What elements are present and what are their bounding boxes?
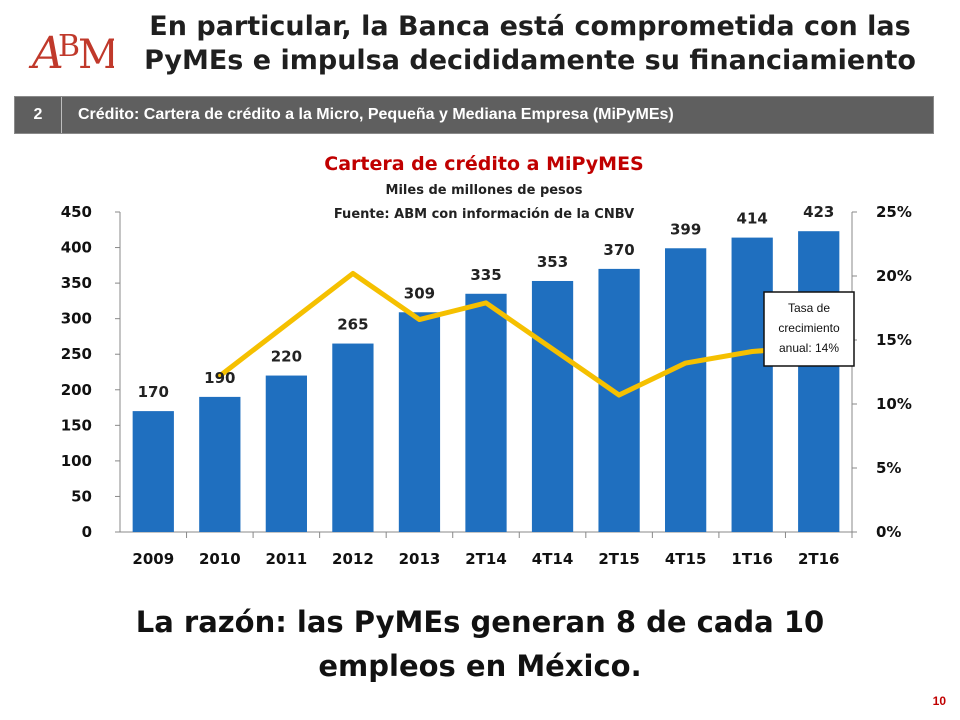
bar	[265, 375, 307, 532]
page-number: 10	[932, 694, 946, 708]
y-left-tick-label: 0	[82, 523, 92, 541]
x-tick-label: 2T16	[798, 550, 840, 568]
bar-value-label: 353	[537, 253, 568, 271]
bar-value-label: 335	[470, 266, 501, 284]
y-right-tick-label: 15%	[876, 331, 912, 349]
credit-portfolio-chart: Cartera de crédito a MiPyMES Miles de mi…	[61, 153, 912, 568]
bar	[531, 280, 574, 532]
growth-rate-line	[217, 270, 822, 398]
annotation-text: crecimiento	[778, 321, 840, 335]
bar-value-label: 370	[603, 241, 634, 259]
chart-subtitle: Miles de millones de pesos	[386, 183, 583, 198]
x-tick-label: 2009	[132, 550, 174, 568]
bar-value-label: 220	[271, 348, 302, 366]
x-tick-label: 2T15	[598, 550, 640, 568]
x-tick-label: 2011	[265, 550, 307, 568]
bar	[665, 248, 707, 532]
y-left-tick-label: 200	[61, 381, 92, 399]
y-left-tick-label: 300	[61, 310, 92, 328]
slide-title: En particular, la Banca está comprometid…	[144, 11, 916, 76]
chart-source: Fuente: ABM con información de la CNBV	[334, 207, 634, 222]
bar	[199, 396, 241, 532]
x-tick-label: 2012	[332, 550, 374, 568]
y-left-tick-label: 350	[61, 274, 92, 292]
logo-letter-a: A	[28, 28, 64, 79]
bar-value-label: 190	[204, 369, 235, 387]
bar	[465, 293, 507, 532]
bar	[398, 312, 441, 532]
y-left-tick-label: 400	[61, 239, 92, 257]
bar-value-label: 399	[670, 220, 701, 238]
y-left-tick-label: 100	[61, 452, 92, 470]
x-tick-label: 1T16	[731, 550, 773, 568]
annotation-text: Tasa de	[788, 301, 830, 315]
bar	[598, 268, 640, 532]
y-right-tick-label: 5%	[876, 459, 901, 477]
x-tick-label: 2T14	[465, 550, 507, 568]
bar	[132, 411, 174, 532]
annotation-box	[763, 291, 855, 367]
bar-value-label: 414	[737, 210, 768, 228]
banner-text: Crédito: Cartera de crédito a la Micro, …	[78, 106, 674, 123]
bar-value-label: 170	[138, 383, 169, 401]
y-left-tick-label: 150	[61, 416, 92, 434]
x-tick-label: 2013	[399, 550, 441, 568]
bar-value-label: 265	[337, 316, 368, 334]
x-tick-label: 4T15	[665, 550, 707, 568]
x-tick-label: 2010	[199, 550, 241, 568]
abm-logo: A B M	[28, 28, 114, 79]
banner-number: 2	[15, 97, 62, 133]
y-left-tick-label: 50	[71, 487, 92, 505]
y-left-tick-label: 250	[61, 345, 92, 363]
bar	[731, 237, 773, 532]
logo-letter-b: B	[58, 29, 80, 64]
bar	[332, 343, 374, 532]
y-right-tick-label: 10%	[876, 395, 912, 413]
logo-letter-m: M	[78, 32, 114, 78]
y-right-tick-label: 0%	[876, 523, 901, 541]
bar	[798, 231, 840, 532]
bar-value-label: 309	[404, 284, 435, 302]
section-banner: 2 Crédito: Cartera de crédito a la Micro…	[14, 96, 934, 134]
y-right-tick-label: 25%	[876, 203, 912, 221]
bottom-message: La razón: las PyMEs generan 8 de cada 10…	[135, 605, 825, 683]
x-tick-label: 4T14	[532, 550, 574, 568]
chart-title: Cartera de crédito a MiPyMES	[324, 153, 643, 175]
annotation-text: anual: 14%	[779, 341, 839, 355]
y-right-tick-label: 20%	[876, 267, 912, 285]
bar-value-label: 423	[803, 203, 834, 221]
y-left-tick-label: 450	[61, 203, 92, 221]
